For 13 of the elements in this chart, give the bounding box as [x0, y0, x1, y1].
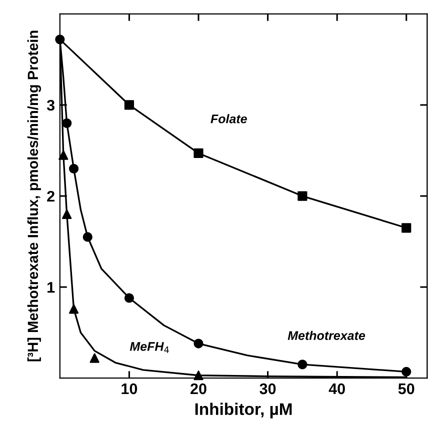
x-tick-label: 10: [122, 383, 138, 394]
y-axis-title: [³H] Methotrexate Influx, pmoles/min/mg Protein: [27, 30, 42, 362]
annotation: Folate: [210, 114, 247, 124]
y-tick-label: 1: [48, 282, 55, 293]
x-tick-label: 20: [190, 383, 206, 394]
y-tick-label: 2: [47, 190, 54, 202]
x-axis-title: Inhibitor, µM: [195, 402, 292, 418]
y-tick-label: 3: [46, 100, 55, 111]
x-tick-label: 40: [328, 383, 345, 394]
x-tick-label: 30: [260, 383, 276, 394]
annotation: Methotrexate: [288, 330, 366, 340]
annotation: MeFH$_{4}$: [130, 342, 169, 353]
x-tick-label: 50: [398, 383, 414, 394]
